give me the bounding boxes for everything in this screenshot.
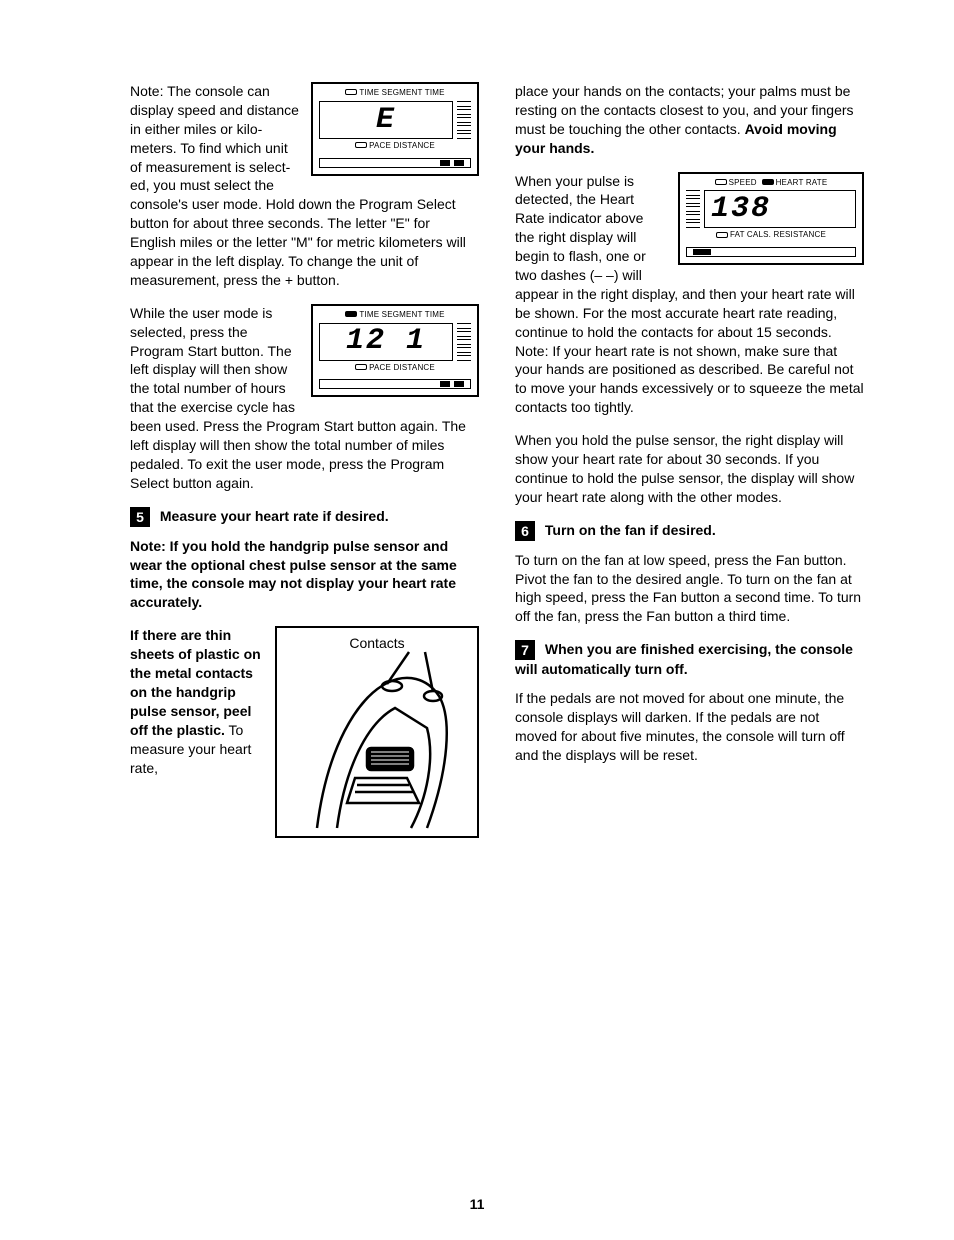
- para-fan: To turn on the fan at low speed, press t…: [515, 551, 864, 627]
- two-column-layout: TIME SEGMENT TIME E PACE DISTANCE Note:: [130, 82, 864, 838]
- lcd2-bottom-bar: [319, 379, 471, 389]
- lcd3-top-labels: SPEED HEART RATE: [686, 178, 856, 189]
- lcd3-value: 138: [704, 190, 856, 228]
- lcd3-bottom-bar: [686, 247, 856, 257]
- manual-page: TIME SEGMENT TIME E PACE DISTANCE Note:: [0, 0, 954, 1240]
- lcd3-bargraph: [686, 190, 700, 228]
- para-pulse-hold: When you hold the pulse sensor, the righ…: [515, 431, 864, 507]
- para-pulse-b: appear in the right display, and then yo…: [515, 285, 864, 417]
- step-6: 6 Turn on the fan if desired.: [515, 521, 864, 541]
- step-7: 7 When you are finished exercising, the …: [515, 640, 864, 679]
- step-7-number: 7: [515, 640, 535, 660]
- note-pulse-sensors: Note: If you hold the handgrip pulse sen…: [130, 537, 479, 613]
- page-number: 11: [0, 1195, 954, 1214]
- para-usermode-b: that the exercise cycle has been used. P…: [130, 398, 479, 492]
- step-5: 5 Measure your heart rate if desired.: [130, 507, 479, 527]
- handgrip-drawing: [277, 628, 477, 836]
- lcd1-top-labels: TIME SEGMENT TIME: [319, 88, 471, 99]
- step-5-title: Measure your heart rate if desired.: [160, 508, 389, 524]
- lcd2-bottom-labels: PACE DISTANCE: [319, 363, 471, 374]
- para-hands: place your hands on the contacts; your p…: [515, 82, 864, 158]
- contacts-label: Contacts: [277, 634, 477, 653]
- left-column: TIME SEGMENT TIME E PACE DISTANCE Note:: [130, 82, 479, 838]
- step-7-title: When you are finished exercising, the co…: [515, 641, 853, 677]
- lcd3-bottom-labels: FAT CALS. RESISTANCE: [686, 230, 856, 241]
- para-autooff: If the pedals are not moved for about on…: [515, 689, 864, 765]
- lcd2-value: 12 1: [319, 323, 453, 361]
- lcd-display-1: TIME SEGMENT TIME E PACE DISTANCE: [311, 82, 479, 176]
- lcd-display-3: SPEED HEART RATE 138 FAT CALS. RESISTANC…: [678, 172, 864, 266]
- lcd-display-2: TIME SEGMENT TIME 12 1 PACE DISTANCE: [311, 304, 479, 398]
- right-column: place your hands on the contacts; your p…: [515, 82, 864, 838]
- contacts-illustration: Contacts: [275, 626, 479, 838]
- lcd1-bargraph: [457, 101, 471, 139]
- step-6-number: 6: [515, 521, 535, 541]
- step-6-title: Turn on the fan if desired.: [545, 522, 716, 538]
- para-units-b: ed, you must select the console's user m…: [130, 176, 479, 289]
- lcd1-value: E: [319, 101, 453, 139]
- step-5-number: 5: [130, 507, 150, 527]
- lcd2-top-labels: TIME SEGMENT TIME: [319, 310, 471, 321]
- lcd1-bottom-bar: [319, 158, 471, 168]
- lcd1-bottom-labels: PACE DISTANCE: [319, 141, 471, 152]
- lcd2-bargraph: [457, 323, 471, 361]
